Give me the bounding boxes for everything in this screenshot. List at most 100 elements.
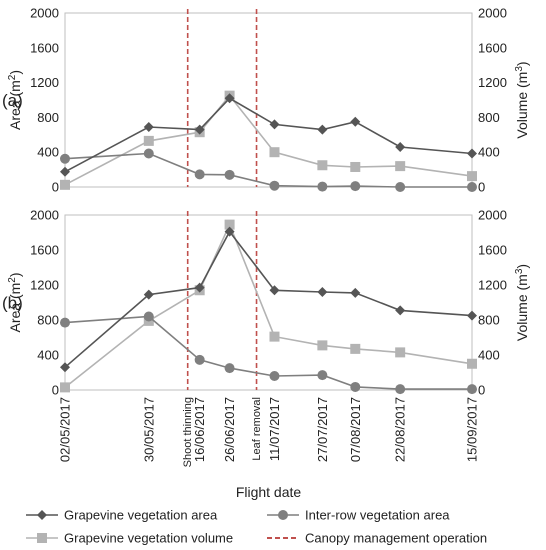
panel-a-frame: [64, 12, 473, 188]
panel-a-grape-area-point: [317, 124, 328, 135]
panel-a-ytick-left: 400: [37, 145, 59, 160]
x-tick-label: 16/06/2017: [192, 397, 207, 462]
panel-a-grape-volume-point: [269, 147, 280, 158]
panel-a-grape-area-point: [395, 141, 406, 152]
panel-b-grape-area-point: [317, 287, 328, 297]
panel-a-grape-volume-point: [317, 160, 328, 171]
panel-a-ylabel-left-sup: 2: [7, 74, 18, 80]
panel-a-grape-volume-point: [467, 171, 477, 182]
panel-b-grape-volume-point: [224, 219, 235, 230]
legend-swatch-marker: [278, 510, 288, 520]
panel-a-inter-area-point: [350, 181, 361, 192]
panel-a-grape-area-point: [269, 119, 280, 130]
panel-a-inter-area-point: [194, 169, 205, 180]
operation-annotation: Leaf removal: [251, 397, 263, 461]
panel-b-ylabel-right-text: Volume (m: [514, 274, 530, 341]
panel-a-grape-area-line: [64, 97, 473, 173]
panel-b-ylabel-left-sup: 2: [7, 277, 18, 283]
panel-b-grape-area-point: [143, 289, 154, 300]
panel-a-ytick-left: 2000: [30, 6, 59, 21]
legend-label: Inter-row vegetation area: [305, 508, 450, 523]
x-tick-label: 07/08/2017: [348, 397, 363, 462]
panel-a-ytick-right: 1200: [478, 75, 507, 90]
panel-a-grape-volume-point: [143, 135, 154, 146]
panel-a-grape-volume-point: [350, 161, 361, 172]
panel-b-ylabel-right-close: ): [514, 264, 530, 269]
panel-b-inter-area-point: [317, 370, 328, 381]
panel-b-grape-volume-point: [395, 347, 406, 358]
x-tick-label: 30/05/2017: [141, 397, 156, 462]
panel-b-grape-area-point: [224, 226, 235, 237]
panel-a-ylabel-right-close: ): [514, 61, 530, 66]
panel-a-ytick-left: 800: [37, 110, 59, 125]
panel-a-grape-area-point: [350, 116, 361, 127]
panel-b-frame: [64, 214, 473, 391]
panel-b-grape-area-point: [350, 287, 361, 298]
panel-a-inter-area-point: [317, 181, 328, 192]
x-tick-label: 11/07/2017: [267, 397, 282, 461]
panel-b-grape-area-point: [194, 282, 205, 293]
panel-b-inter-area-point: [194, 354, 205, 365]
panel-b-inter-area-point: [224, 363, 235, 374]
x-tick-label: 02/05/2017: [58, 397, 73, 462]
panel-b-ytick-left: 800: [37, 313, 59, 328]
panel-a-inter-area-point: [395, 182, 406, 192]
x-tick-label: 27/07/2017: [315, 397, 330, 462]
panel-b-inter-area-line: [64, 315, 472, 390]
panel-b-ytick-right: 800: [478, 313, 500, 328]
panel-a-grape-volume-point: [60, 179, 70, 190]
panel-b-ytick-left: 1200: [30, 278, 59, 293]
panel-b-ylabel-left: Area (m2): [7, 272, 24, 332]
panel-a-grape-area-point: [143, 121, 154, 132]
legend-label: Canopy management operation: [305, 531, 487, 546]
x-tick-label: 15/09/2017: [465, 397, 480, 462]
panel-a-ylabel-left: Area (m2): [7, 70, 24, 130]
panel-b-ytick-right: 400: [478, 348, 500, 363]
panel-b-ylabel-right: Volume (m3): [514, 264, 531, 341]
panel-b-ytick-right: 2000: [478, 208, 507, 223]
panel-b-grape-area-point: [395, 305, 406, 316]
panel-b-label: (b): [2, 294, 23, 313]
panel-b-ytick-left: 0: [52, 383, 59, 398]
panel-b-ytick-right: 0: [478, 383, 485, 398]
panel-a-ytick-right: 2000: [478, 6, 507, 21]
panel-a-ylabel-right: Volume (m3): [514, 61, 531, 138]
panel-a-ylabel-right-text: Volume (m: [514, 72, 530, 139]
panel-b-ytick-right: 1200: [478, 278, 507, 293]
legend-label: Grapevine vegetation area: [64, 508, 218, 523]
panel-a-grape-volume-point: [395, 161, 406, 172]
operation-annotation: Shoot thinning: [182, 397, 194, 467]
panel-b-ytick-left: 2000: [30, 208, 59, 223]
panel-b-inter-area-point: [143, 311, 154, 322]
panel-b-ylabel-left-text: Area (m: [7, 283, 23, 333]
panel-b-grape-area-point: [467, 310, 477, 321]
panel-a-inter-area-point: [467, 182, 477, 192]
legend-swatch-marker: [37, 510, 47, 520]
panel-b-grape-area-point: [60, 362, 70, 373]
panel-a-ylabel-left-close: ): [7, 70, 23, 75]
panel-b-grape-volume-point: [60, 382, 70, 393]
panel-a-ytick-right: 0: [478, 180, 485, 195]
panel-a-ytick-left: 0: [52, 180, 59, 195]
panel-a-ytick-left: 1200: [30, 75, 59, 90]
panel-a-ytick-left: 1600: [30, 40, 59, 55]
panel-b-inter-area-point: [395, 384, 406, 395]
panel-a-grape-area-point: [194, 124, 205, 135]
x-tick-label: 26/06/2017: [222, 397, 237, 462]
panel-a-ytick-right: 1600: [478, 40, 507, 55]
panel-a-inter-area-line: [64, 152, 472, 188]
panel-a-inter-area-point: [269, 180, 280, 191]
panel-b-grape-volume-point: [317, 340, 328, 351]
x-axis-title: Flight date: [236, 484, 302, 500]
panel-b-inter-area-point: [269, 371, 280, 381]
panel-a-grape-area-point: [467, 148, 477, 159]
panel-b-grape-volume-line: [64, 222, 473, 389]
panel-b-grape-volume-point: [467, 358, 477, 369]
panel-b-inter-area-point: [350, 381, 361, 392]
x-tick-label: 22/08/2017: [393, 397, 408, 462]
panel-a-ylabel-left-text: Area (m: [7, 80, 23, 130]
panel-a-ylabel-right-sup: 3: [514, 66, 525, 72]
panel-a-label: (a): [2, 91, 23, 110]
